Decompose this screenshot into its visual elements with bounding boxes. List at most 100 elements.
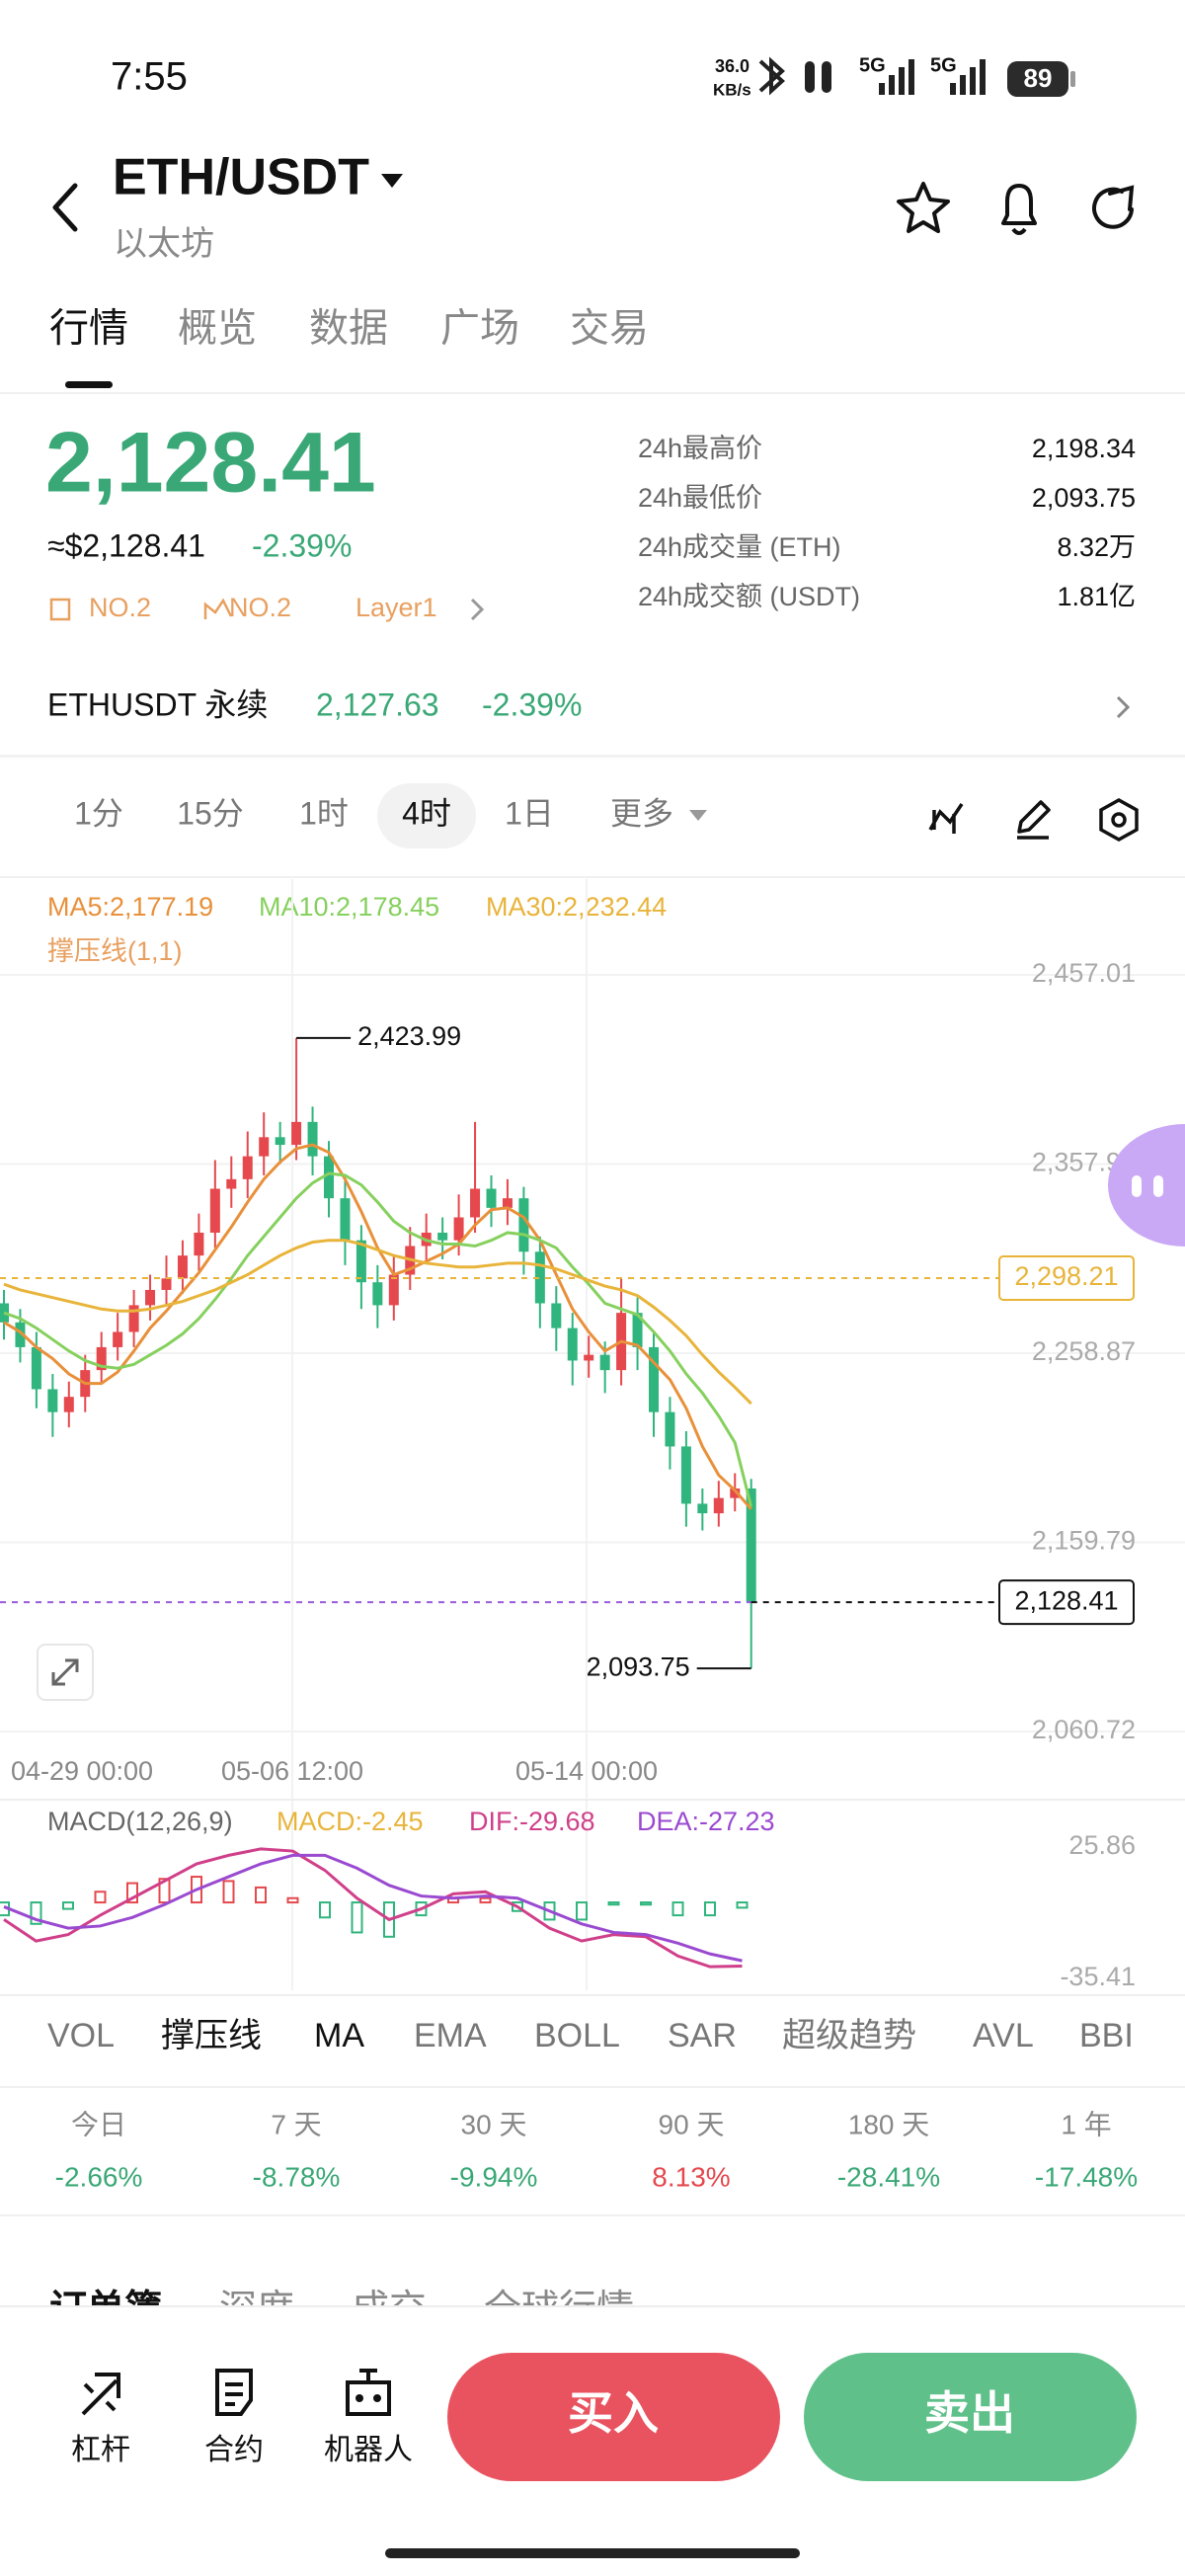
settings-button[interactable] <box>1099 797 1139 843</box>
tool-label[interactable]: 机器人 <box>324 2434 413 2466</box>
price-box <box>998 1579 1135 1626</box>
signal-bars <box>879 59 914 95</box>
bot-icon[interactable] <box>356 2394 363 2402</box>
chevron[interactable] <box>470 598 485 621</box>
buy-label[interactable]: 买入 <box>568 2387 659 2439</box>
stat-value: 1.81亿 <box>1057 582 1136 611</box>
candle-body <box>259 1137 270 1157</box>
refresh-button[interactable] <box>1092 185 1135 229</box>
buy-button[interactable] <box>447 2353 780 2481</box>
tab[interactable]: 数据 <box>309 307 388 351</box>
assistant-eye[interactable] <box>1153 1175 1163 1197</box>
more-dropdown[interactable] <box>689 810 707 821</box>
y-tick-label: 2,159.79 <box>1032 1526 1136 1556</box>
indicator-tab[interactable]: MA <box>314 2017 364 2054</box>
pair-title[interactable]: ETH/USDT <box>113 149 369 206</box>
tab[interactable]: 交易 <box>570 307 649 351</box>
settings-button[interactable] <box>1111 812 1127 828</box>
interval[interactable]: 1分 <box>74 795 123 831</box>
back-button[interactable] <box>52 183 78 232</box>
candle-body <box>518 1198 529 1252</box>
tags: NO.2 NO.2 Layer1 <box>89 593 437 622</box>
interval[interactable]: 1日 <box>505 795 554 831</box>
interval[interactable]: 更多 <box>610 795 673 831</box>
x-tick-label: 05-14 00:00 <box>515 1756 658 1786</box>
indicator-tab[interactable]: VOL <box>47 2017 115 2054</box>
status-time: 7:55 <box>111 55 188 99</box>
y-tick-label: 2,060.72 <box>1032 1715 1136 1744</box>
macd-legend: DEA:-27.23 <box>637 1807 775 1836</box>
expand-icon[interactable] <box>51 1658 79 1686</box>
candle-body <box>599 1354 610 1371</box>
tag[interactable]: NO.2 <box>89 593 151 622</box>
period-change: -28.41% <box>837 2161 940 2192</box>
macd-bar <box>543 1901 556 1921</box>
candle-body <box>551 1303 562 1328</box>
stat-label: 24h成交量 (ETH) <box>638 532 841 562</box>
candle-body <box>340 1198 351 1241</box>
draw-tool[interactable] <box>1017 800 1051 840</box>
tab[interactable]: 行情 <box>49 307 128 351</box>
indicator-tab[interactable]: SAR <box>668 2017 737 2054</box>
contract-icon[interactable] <box>215 2369 253 2416</box>
interval[interactable]: 4时 <box>402 795 451 831</box>
indicator-tool[interactable] <box>928 803 964 834</box>
period-label: 今日 <box>71 2109 126 2139</box>
indicator-tab[interactable]: BBI <box>1079 2017 1134 2054</box>
net-speed: 36.0 <box>715 56 750 76</box>
sell-button[interactable] <box>804 2353 1137 2481</box>
macd-bar <box>62 1901 74 1910</box>
bot-icon[interactable] <box>373 2394 381 2402</box>
annotation-label: 2,423.99 <box>357 1021 461 1051</box>
tool-label[interactable]: 杠杆 <box>71 2434 130 2466</box>
tag[interactable]: NO.2 <box>229 593 291 622</box>
candle-body <box>113 1331 123 1347</box>
assistant-bubble[interactable] <box>1108 1124 1185 1247</box>
period-change: -8.78% <box>253 2161 341 2192</box>
y-tick-label: 25.86 <box>1068 1830 1136 1860</box>
candle-body <box>194 1232 204 1256</box>
interval[interactable]: 1时 <box>299 795 349 831</box>
interval[interactable]: 15分 <box>177 795 244 831</box>
pair-dropdown[interactable] <box>381 174 403 188</box>
period-change: -9.94% <box>450 2161 538 2192</box>
period-label: 7 天 <box>271 2109 321 2139</box>
macd-bar <box>286 1896 299 1904</box>
macd-bar <box>126 1882 138 1904</box>
indicator-tab[interactable]: 超级趋势 <box>782 2017 916 2054</box>
favorite-button[interactable] <box>897 182 950 233</box>
tab[interactable]: 广场 <box>440 307 519 351</box>
indicator-tab[interactable]: EMA <box>414 2017 487 2054</box>
leverage-icon[interactable] <box>81 2373 120 2416</box>
sell-label[interactable]: 卖出 <box>924 2387 1015 2439</box>
indicator-tab[interactable]: AVL <box>973 2017 1034 2054</box>
macd-bar <box>736 1901 749 1909</box>
candle-body <box>730 1488 741 1498</box>
candle-body <box>307 1121 318 1157</box>
y-tick-label: 2,457.01 <box>1032 958 1136 988</box>
price-box <box>998 1254 1135 1301</box>
tools: 杠杆 合约 机器人 <box>71 2434 413 2466</box>
bluetooth-icon <box>758 56 785 96</box>
tool-label[interactable]: 合约 <box>204 2434 264 2466</box>
ma-line <box>3 1239 752 1406</box>
perp-name[interactable]: ETHUSDT 永续 <box>47 686 268 722</box>
alert-button[interactable] <box>1001 184 1037 235</box>
tag[interactable]: Layer1 <box>356 593 437 622</box>
tab[interactable]: 概览 <box>178 307 257 351</box>
indicator-tab[interactable]: BOLL <box>534 2017 620 2054</box>
period-change: 8.13% <box>652 2161 730 2192</box>
period-label: 30 天 <box>461 2109 527 2139</box>
candle-body <box>632 1313 643 1347</box>
candle-body <box>453 1217 464 1241</box>
macd-bar <box>512 1901 523 1912</box>
battery-tip <box>1070 71 1075 87</box>
interval-bar: 1分 15分 1时 4时 1日 更多 <box>74 795 673 831</box>
chevron[interactable] <box>1116 695 1131 719</box>
assistant-eye[interactable] <box>1132 1175 1142 1197</box>
stats: 24h最高价 2,198.34 24h最低价 2,093.75 24h成交量 (ETH)… <box>638 434 1136 611</box>
macd-legend: MACD:-2.45 <box>276 1807 424 1836</box>
bot-icon[interactable] <box>346 2369 391 2416</box>
indicator-tab[interactable]: 撑压线 <box>161 2017 262 2054</box>
